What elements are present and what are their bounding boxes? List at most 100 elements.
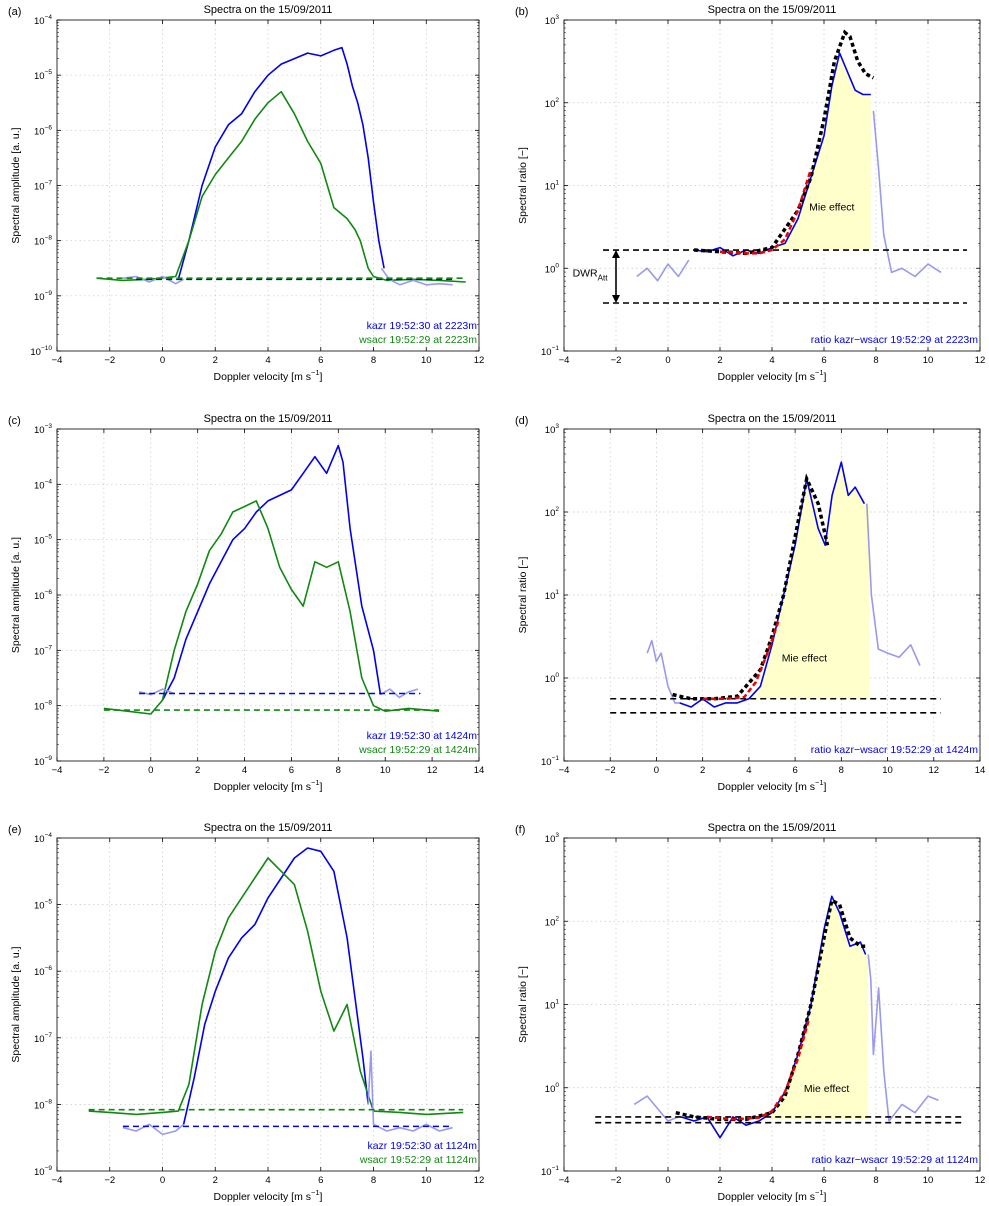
faded-series-line [633,1095,679,1122]
panel-d: −4 −2 0 2 4 6 8 10 12 14 10−1 100 101 102 103 Spectra o… [515,413,985,793]
legend-entry: wsacr 19:52:29 at 1424m [358,744,477,756]
y-tick-label: 10−1 [541,345,559,358]
x-axis-label-text: Doppler velocity [m s [214,371,311,383]
x-axis-label-text: Doppler velocity [m s [214,781,311,793]
panel-a: −4 −2 0 2 4 6 8 10 12 10−10 10−9 10−8 10−7 10−6 10−5 10… [8,4,484,383]
x-tick-label: −4 [52,765,63,776]
x-axis-label-sup: −1 [815,778,824,787]
y-tick-label: 10−10 [30,345,52,358]
faded-series-line [867,954,939,1122]
x-tick-label: 6 [289,765,294,776]
plot-content [103,444,440,715]
y-tick-label: 10−5 [34,69,52,82]
panel-label: (f) [515,824,525,836]
x-tick-label: 4 [746,765,751,776]
panel-label: (d) [515,415,528,427]
faded-series-line [122,275,184,285]
legend-entry: kazr 19:52:30 at 2223m [367,320,478,332]
x-tick-label: 0 [665,1175,670,1186]
x-axis-label: Doppler velocity [m s−1] [718,778,827,793]
plot-content [610,461,941,714]
x-tick-label: 6 [318,1175,323,1186]
y-tick-label: 10−6 [34,965,52,978]
faded-series-line [122,1123,185,1136]
x-axis-label: Doppler velocity [m s−1] [214,778,323,793]
red-fit-line [719,168,813,255]
x-tick-label: 2 [700,765,705,776]
x-tick-label: 4 [769,1175,774,1186]
x-tick-label: 6 [792,765,797,776]
dwr-arrow-head-down [612,295,620,304]
x-axis-label: Doppler velocity [m s−1] [214,1188,323,1203]
x-tick-label: 2 [717,355,722,366]
x-tick-label: 8 [336,765,341,776]
faded-series-line [872,110,942,278]
x-tick-label: 4 [265,355,270,366]
x-tick-label: 6 [821,1175,826,1186]
y-axis-label: Spectral ratio [−] [517,557,529,634]
x-tick-label: 10 [923,1175,934,1186]
faded-series-line [88,857,464,1116]
y-tick-label: 10−9 [34,1165,52,1178]
x-axis-label-sup: −1 [815,368,824,377]
panel-e: −4 −2 0 2 4 6 8 10 12 10−9 10−8 10−7 10−6 10−5 10−4 Spe… [8,822,484,1203]
x-tick-label: 8 [873,1175,878,1186]
x-axis-label-text: Doppler velocity [m s [718,1191,815,1203]
y-tick-label: 10−4 [34,832,52,845]
annotation: Mie effect [782,652,827,664]
y-tick-label: 10−5 [34,534,52,547]
annotation-subscript: Att [598,274,609,283]
panel-label: (c) [8,415,21,427]
chart-title: Spectra on the 15/09/2011 [204,413,333,425]
x-tick-label: −4 [559,1175,570,1186]
y-tick-label: 10−7 [34,1032,52,1045]
y-tick-label: 10−7 [34,644,52,657]
x-tick-label: 8 [873,355,878,366]
x-tick-label: −2 [605,765,616,776]
faded-series-line [367,1050,453,1132]
y-tick-label: 102 [545,915,560,928]
x-axis-label: Doppler velocity [m s−1] [718,1188,827,1203]
x-axis-label: Doppler velocity [m s−1] [214,368,323,383]
y-tick-label: 10−8 [34,700,52,713]
y-tick-label: 10−4 [34,478,52,491]
y-axis-label: Spectral amplitude [a. u.] [10,946,22,1062]
x-tick-label: −4 [559,355,570,366]
y-tick-label: 10−8 [34,1098,52,1111]
y-tick-label: 100 [545,672,560,685]
legend-entry: ratio kazr−wsacr 19:52:29 at 1124m [812,1154,979,1166]
x-tick-label: 2 [717,1175,722,1186]
plot-content [595,895,965,1139]
red-fit-line [706,1020,810,1121]
y-axis-label: Spectral amplitude [a. u.] [10,537,22,653]
y-axis-label: Spectral ratio [−] [517,147,529,224]
main-series-line [182,847,369,1125]
x-tick-label: 12 [975,355,986,366]
annotation: DWRAtt [573,268,609,283]
y-tick-label: 10−7 [34,180,52,193]
x-tick-label: 4 [242,765,247,776]
x-tick-label: 12 [975,1175,986,1186]
annotation: Mie effect [809,201,854,213]
annotation-text: Mie effect [782,652,827,664]
x-tick-label: 10 [923,355,934,366]
plot-content [88,847,464,1136]
x-tick-label: 10 [882,765,893,776]
x-tick-label: −4 [52,1175,63,1186]
mie-effect-fill [755,462,870,699]
legend-entry: kazr 19:52:30 at 1424m [367,730,478,742]
x-axis-label-end: ] [320,371,323,383]
y-tick-label: 10−9 [34,755,52,768]
x-tick-label: −2 [611,1175,622,1186]
x-axis-label: Doppler velocity [m s−1] [718,368,827,383]
main-series-line [161,444,382,701]
y-tick-label: 102 [545,97,560,110]
x-tick-label: −2 [98,765,109,776]
chart-title: Spectra on the 15/09/2011 [204,822,333,834]
y-tick-label: 100 [545,262,560,275]
main-series-line [177,46,385,280]
x-tick-label: −2 [104,355,115,366]
panel-c: −4 −2 0 2 4 6 8 10 12 14 10−9 10−8 10−7 10−6 10−5 10−4 1… [8,413,484,793]
x-axis-label-sup: −1 [815,1188,824,1197]
x-axis-label-end: ] [320,1191,323,1203]
